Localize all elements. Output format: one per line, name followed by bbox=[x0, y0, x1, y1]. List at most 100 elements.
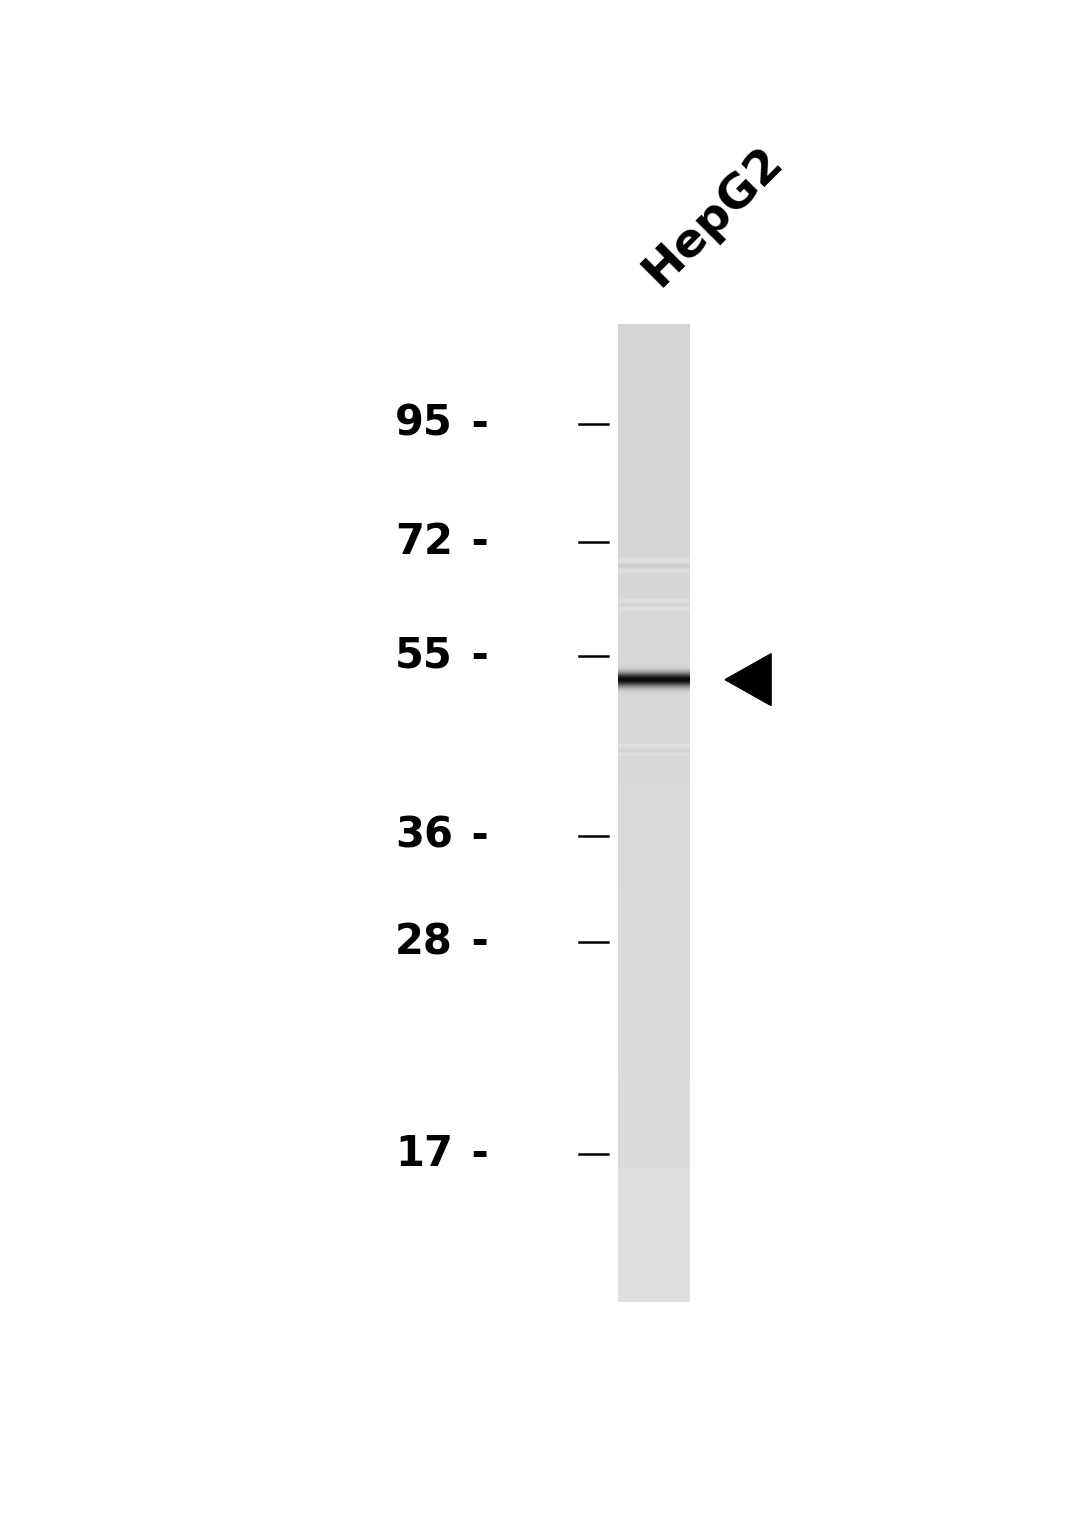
Text: 28: 28 bbox=[395, 922, 454, 963]
Bar bbox=[619, 1206, 689, 1211]
Bar bbox=[619, 578, 689, 583]
Bar bbox=[619, 633, 689, 638]
Bar bbox=[619, 1255, 689, 1260]
Bar bbox=[619, 1001, 689, 1006]
Bar bbox=[619, 448, 689, 451]
Bar bbox=[619, 330, 689, 335]
Bar bbox=[619, 1109, 689, 1113]
Bar bbox=[619, 760, 689, 764]
Bar bbox=[619, 1258, 689, 1263]
Bar bbox=[619, 1096, 689, 1099]
Bar bbox=[619, 515, 689, 520]
Bar bbox=[619, 402, 689, 407]
Bar bbox=[619, 538, 689, 543]
Bar bbox=[619, 668, 689, 673]
Bar bbox=[619, 939, 689, 943]
Bar bbox=[619, 734, 689, 739]
Bar bbox=[619, 492, 689, 497]
Bar bbox=[619, 486, 689, 491]
Bar bbox=[619, 333, 689, 338]
Bar bbox=[619, 844, 689, 849]
Bar bbox=[619, 1232, 689, 1237]
Bar bbox=[619, 593, 689, 598]
Bar bbox=[619, 890, 689, 894]
Bar bbox=[619, 884, 689, 888]
Bar bbox=[619, 460, 689, 465]
Bar bbox=[619, 1290, 689, 1295]
Bar bbox=[619, 688, 689, 693]
Bar bbox=[619, 379, 689, 384]
Bar bbox=[619, 789, 689, 794]
Bar bbox=[619, 642, 689, 647]
Bar bbox=[619, 454, 689, 459]
Bar bbox=[619, 878, 689, 882]
Text: 36: 36 bbox=[395, 815, 454, 856]
Bar bbox=[619, 728, 689, 732]
Bar bbox=[619, 659, 689, 664]
Bar bbox=[619, 1105, 689, 1110]
Bar bbox=[619, 324, 689, 329]
Bar bbox=[619, 347, 689, 350]
Bar bbox=[619, 1057, 689, 1061]
Bar bbox=[619, 711, 689, 716]
Bar bbox=[619, 555, 689, 560]
Bar bbox=[619, 936, 689, 940]
Bar bbox=[619, 327, 689, 332]
Bar bbox=[619, 1112, 689, 1116]
Bar bbox=[619, 414, 689, 419]
Bar bbox=[619, 972, 689, 976]
Text: -: - bbox=[457, 635, 489, 677]
Bar bbox=[619, 572, 689, 575]
Bar bbox=[619, 867, 689, 872]
Bar bbox=[619, 815, 689, 820]
Bar bbox=[619, 630, 689, 635]
Bar bbox=[619, 1197, 689, 1200]
Bar bbox=[619, 558, 689, 563]
Bar bbox=[619, 575, 689, 579]
Bar bbox=[619, 705, 689, 709]
Bar bbox=[619, 434, 689, 439]
Bar bbox=[619, 1252, 689, 1257]
Bar bbox=[619, 783, 689, 787]
Bar bbox=[619, 1131, 689, 1136]
Bar bbox=[619, 901, 689, 905]
Bar bbox=[619, 1144, 689, 1148]
Bar bbox=[619, 627, 689, 631]
Bar bbox=[619, 875, 689, 879]
Bar bbox=[619, 913, 689, 917]
Bar bbox=[619, 466, 689, 471]
Bar bbox=[619, 826, 689, 830]
Bar bbox=[619, 953, 689, 957]
Text: 17: 17 bbox=[395, 1133, 454, 1176]
Bar bbox=[619, 950, 689, 954]
Bar bbox=[619, 1011, 689, 1015]
Bar bbox=[619, 1261, 689, 1266]
Bar bbox=[619, 1017, 689, 1021]
Bar bbox=[619, 1063, 689, 1067]
Bar bbox=[619, 489, 689, 494]
Bar bbox=[619, 1229, 689, 1234]
Bar bbox=[619, 1157, 689, 1162]
Bar bbox=[619, 916, 689, 920]
Bar bbox=[619, 665, 689, 670]
Bar bbox=[619, 1226, 689, 1231]
Bar bbox=[619, 841, 689, 846]
Bar bbox=[619, 604, 689, 609]
Bar bbox=[619, 1180, 689, 1185]
Bar bbox=[619, 451, 689, 456]
Bar bbox=[619, 924, 689, 928]
Bar bbox=[619, 1238, 689, 1243]
Bar bbox=[619, 1209, 689, 1214]
Bar bbox=[619, 766, 689, 771]
Text: -: - bbox=[457, 520, 489, 563]
Bar bbox=[619, 639, 689, 644]
Bar bbox=[619, 887, 689, 891]
Bar bbox=[619, 1264, 689, 1269]
Bar bbox=[619, 717, 689, 722]
Bar bbox=[619, 1177, 689, 1182]
Text: 72: 72 bbox=[395, 520, 454, 563]
Bar bbox=[619, 1249, 689, 1254]
Bar bbox=[619, 858, 689, 862]
Bar bbox=[619, 919, 689, 924]
Bar bbox=[619, 1275, 689, 1280]
